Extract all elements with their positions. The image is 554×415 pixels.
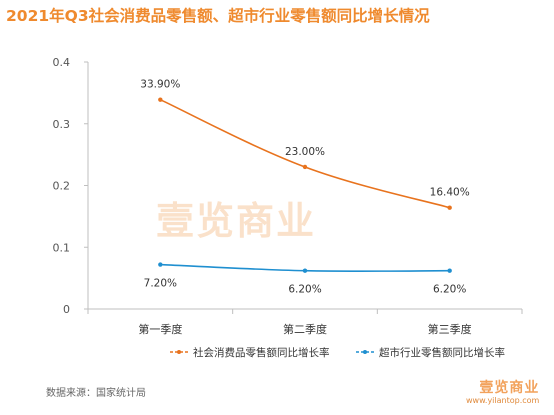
y-tick-label: 0.3 (53, 118, 71, 131)
data-label: 16.40% (430, 187, 470, 199)
y-tick-label: 0.4 (53, 56, 71, 69)
data-point-supermarket (158, 262, 163, 267)
watermark-center-logo: 壹览商业 (156, 199, 317, 243)
data-label: 7.20% (144, 278, 177, 290)
data-point-retail (158, 97, 163, 102)
data-source-note: 数据来源：国家统计局 (46, 388, 146, 399)
data-point-retail (302, 164, 308, 170)
data-label: 6.20% (288, 284, 321, 296)
data-labels: 33.90% 23.00% 16.40% 7.20% 6.20% 6.20% (140, 79, 469, 296)
y-tick-label: 0.1 (53, 241, 71, 254)
y-tick-label: 0 (63, 303, 70, 316)
data-label: 6.20% (433, 284, 466, 296)
watermark-logo: 壹览商业 (479, 380, 540, 396)
legend: 社会消费品零售额同比增长率 超市行业零售额同比增长率 (170, 346, 505, 359)
x-tick-label: 第二季度 (283, 322, 327, 336)
watermark-corner: 壹览商业 www.yilantop.com (466, 377, 539, 405)
y-tick-label: 0.2 (53, 180, 71, 193)
x-axis: 第一季度 第二季度 第三季度 (87, 308, 523, 336)
legend-label: 社会消费品零售额同比增长率 (193, 346, 330, 359)
watermark-url: www.yilantop.com (466, 396, 540, 405)
data-label: 33.90% (140, 79, 180, 91)
data-point-supermarket (447, 268, 452, 273)
data-point-retail (447, 205, 452, 210)
series-layer (158, 97, 452, 273)
data-label: 23.00% (285, 146, 325, 158)
legend-label: 超市行业零售额同比增长率 (379, 346, 505, 359)
x-tick-label: 第三季度 (428, 322, 472, 336)
legend-marker (363, 350, 367, 354)
data-point-supermarket (302, 268, 308, 273)
x-tick-label: 第一季度 (138, 322, 182, 336)
chart-title: 2021年Q3社会消费品零售额、超市行业零售额同比增长情况 (6, 7, 430, 25)
y-axis: 0 0.1 0.2 0.3 0.4 (53, 56, 89, 316)
legend-marker (177, 350, 181, 354)
